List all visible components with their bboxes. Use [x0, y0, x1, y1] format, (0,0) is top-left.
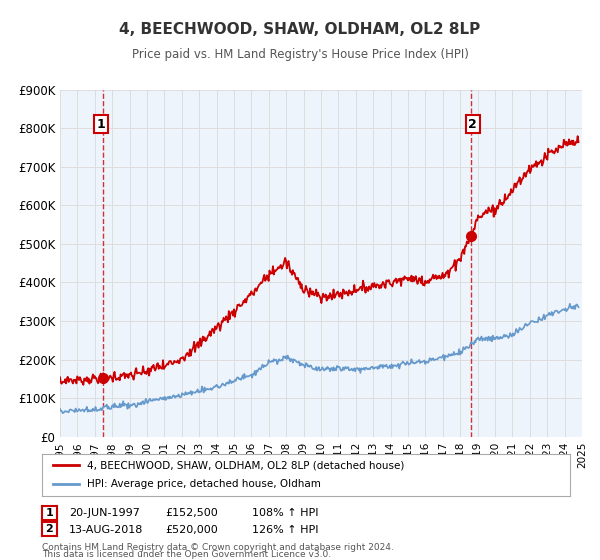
Text: 4, BEECHWOOD, SHAW, OLDHAM, OL2 8LP (detached house): 4, BEECHWOOD, SHAW, OLDHAM, OL2 8LP (det… — [87, 460, 404, 470]
Text: Contains HM Land Registry data © Crown copyright and database right 2024.: Contains HM Land Registry data © Crown c… — [42, 543, 394, 552]
Text: 13-AUG-2018: 13-AUG-2018 — [69, 525, 143, 535]
Text: 2: 2 — [469, 118, 477, 131]
Text: £152,500: £152,500 — [165, 508, 218, 518]
Text: 4, BEECHWOOD, SHAW, OLDHAM, OL2 8LP: 4, BEECHWOOD, SHAW, OLDHAM, OL2 8LP — [119, 22, 481, 38]
Text: 20-JUN-1997: 20-JUN-1997 — [69, 508, 140, 518]
Text: £520,000: £520,000 — [165, 525, 218, 535]
Text: 2: 2 — [46, 525, 53, 534]
Text: 108% ↑ HPI: 108% ↑ HPI — [252, 508, 319, 518]
Text: 1: 1 — [46, 508, 53, 517]
Text: HPI: Average price, detached house, Oldham: HPI: Average price, detached house, Oldh… — [87, 479, 321, 489]
Text: This data is licensed under the Open Government Licence v3.0.: This data is licensed under the Open Gov… — [42, 550, 331, 559]
Text: 126% ↑ HPI: 126% ↑ HPI — [252, 525, 319, 535]
Text: 1: 1 — [97, 118, 106, 131]
Text: Price paid vs. HM Land Registry's House Price Index (HPI): Price paid vs. HM Land Registry's House … — [131, 48, 469, 60]
